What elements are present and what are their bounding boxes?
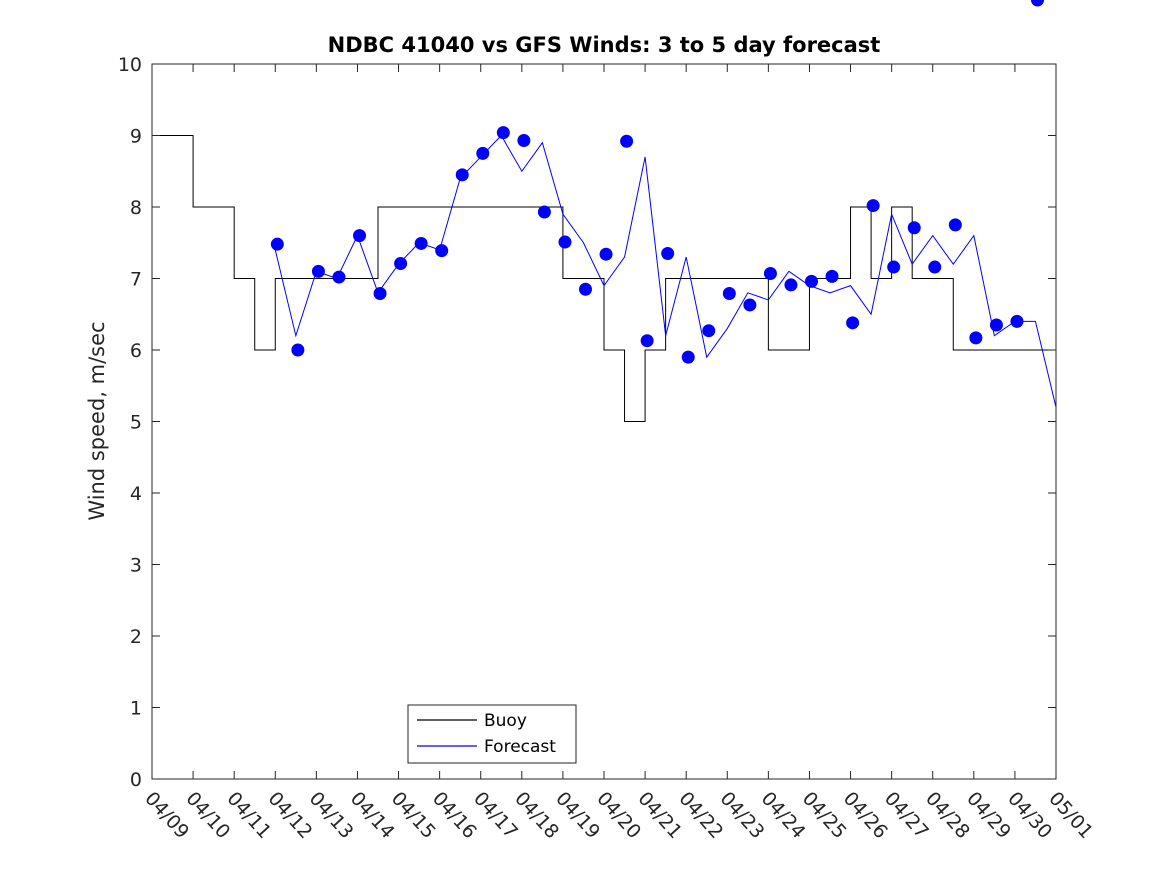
forecast-point [887, 260, 901, 274]
forecast-point [969, 331, 983, 345]
x-tick-label: 04/13 [305, 788, 358, 843]
y-tick-label: 7 [130, 269, 142, 291]
forecast-point [455, 168, 469, 182]
forecast-point [805, 274, 819, 288]
x-tick-label: 04/21 [633, 788, 686, 843]
x-tick-label: 04/15 [387, 788, 440, 843]
forecast-point [846, 316, 860, 330]
x-tick-label: 04/14 [346, 788, 399, 843]
x-tick-label: 04/25 [798, 788, 851, 843]
y-tick-label: 9 [130, 126, 142, 148]
legend-forecast-label: Forecast [484, 737, 556, 757]
x-tick-label: 04/11 [222, 788, 275, 843]
forecast-point [928, 260, 942, 274]
forecast-point [681, 350, 695, 364]
forecast-point [517, 134, 531, 148]
x-tick-label: 04/28 [921, 788, 974, 843]
forecast-point [640, 334, 654, 348]
y-tick-label: 8 [130, 197, 142, 219]
x-tick-label: 04/27 [880, 788, 933, 843]
x-tick-label: 04/30 [1003, 788, 1056, 843]
forecast-point [866, 199, 880, 213]
forecast-markers [270, 0, 1045, 364]
x-tick-label: 05/01 [1044, 788, 1097, 843]
x-tick-label: 04/29 [962, 788, 1015, 843]
plot-background [152, 64, 1056, 779]
x-tick-label: 04/20 [592, 788, 645, 843]
forecast-line [274, 134, 1057, 408]
x-tick-label: 04/19 [551, 788, 604, 843]
forecast-point [907, 221, 921, 235]
forecast-series [274, 134, 1057, 408]
x-tick-label: 04/26 [839, 788, 892, 843]
forecast-point [414, 236, 428, 250]
forecast-point [496, 126, 510, 140]
x-tick-label: 04/17 [469, 788, 522, 843]
y-tick-label: 1 [130, 698, 142, 720]
forecast-point [948, 218, 962, 232]
x-tick-label: 04/10 [181, 788, 234, 843]
x-tick-label: 04/09 [140, 788, 193, 843]
plot-area [152, 64, 1056, 779]
forecast-point [763, 266, 777, 280]
forecast-point [558, 235, 572, 249]
forecast-point [353, 229, 367, 243]
y-tick-label: 2 [130, 626, 142, 648]
y-tick-label: 6 [130, 340, 142, 362]
forecast-point [620, 134, 634, 148]
x-tick-label: 04/22 [674, 788, 727, 843]
forecast-point [270, 237, 284, 251]
chart-title: NDBC 41040 vs GFS Winds: 3 to 5 day fore… [328, 33, 881, 57]
y-tick-label: 5 [130, 412, 142, 434]
forecast-point [989, 318, 1003, 332]
y-axis: 0 1 2 3 4 5 6 7 8 9 10 [118, 54, 1056, 791]
forecast-point [1010, 314, 1024, 328]
forecast-point [743, 298, 757, 312]
x-tick-label: 04/16 [428, 788, 481, 843]
legend-buoy-label: Buoy [484, 711, 527, 731]
y-tick-label: 10 [118, 54, 142, 76]
y-tick-label: 3 [130, 555, 142, 577]
y-tick-label: 0 [130, 769, 142, 791]
forecast-point [599, 247, 613, 261]
forecast-point [537, 205, 551, 219]
forecast-point [579, 282, 593, 296]
legend: Buoy Forecast [407, 704, 577, 764]
x-tick-label: 04/18 [510, 788, 563, 843]
forecast-point [702, 324, 716, 338]
forecast-point [661, 246, 675, 260]
forecast-point [1031, 0, 1045, 7]
forecast-point [784, 278, 798, 292]
forecast-point [311, 264, 325, 278]
y-axis-label: Wind speed, m/sec [85, 321, 109, 520]
forecast-point [373, 287, 387, 301]
forecast-point [332, 270, 346, 284]
forecast-point [394, 256, 408, 270]
forecast-point [476, 146, 490, 160]
forecast-point [291, 343, 305, 357]
x-tick-label: 04/23 [716, 788, 769, 843]
legend-box [407, 704, 577, 764]
forecast-point [722, 287, 736, 301]
x-tick-label: 04/24 [757, 788, 810, 843]
forecast-point [825, 269, 839, 283]
x-tick-label: 04/12 [264, 788, 317, 843]
y-tick-label: 4 [130, 483, 142, 505]
forecast-point [435, 244, 449, 258]
